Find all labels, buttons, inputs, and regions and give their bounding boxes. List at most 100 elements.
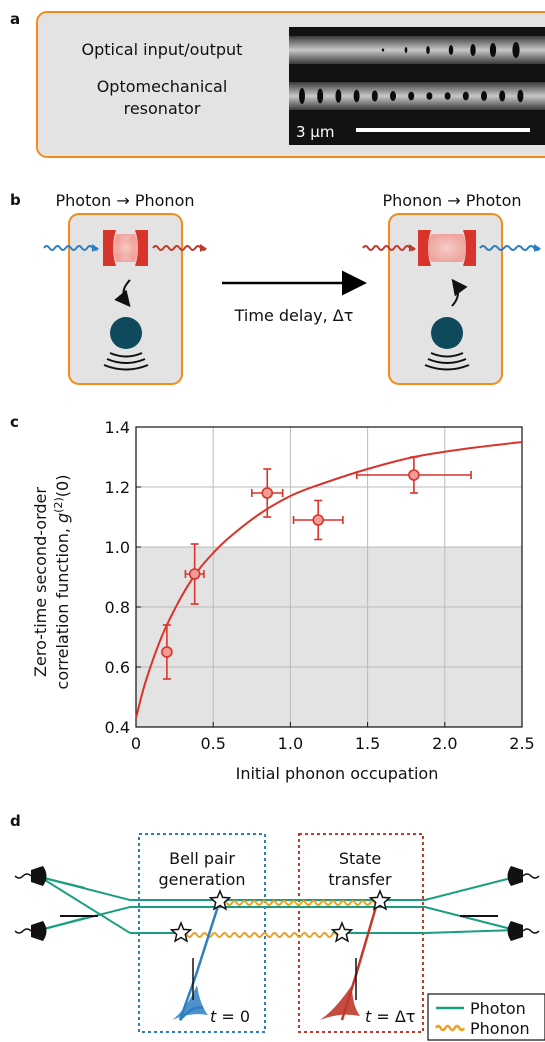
waveguide-hole [470, 44, 476, 56]
resonator-hole [335, 89, 342, 103]
data-point [355, 456, 472, 494]
chart: 0 0.5 1.0 1.5 2.0 2.5 0.4 0.6 0.8 1.0 1.2 1.4 Init… [31, 418, 535, 783]
resonator-label-2: resonator [124, 99, 201, 118]
y-tick-label: 1.2 [105, 478, 130, 497]
svg-text:Zero-time second-order: Zero-time second-order [31, 487, 50, 677]
phonon-photon-in-right-head [409, 244, 415, 252]
resonator-hole [353, 89, 360, 103]
data-points [161, 456, 472, 680]
detector-wires [14, 873, 540, 934]
legend: Photon Phonon [427, 993, 545, 1041]
optical-io-label: Optical input/output [82, 40, 243, 59]
data-marker [261, 487, 274, 499]
data-point [184, 543, 205, 605]
resonator-hole [371, 90, 378, 102]
photon-out-left-head [200, 244, 206, 252]
phonon-mode-left [110, 317, 142, 349]
data-point [251, 468, 284, 518]
panel-d-label: d [10, 812, 21, 830]
resonator-hole [517, 89, 524, 103]
waveguide-hole [512, 42, 520, 58]
state-transfer-label-1: State [339, 849, 381, 868]
panel-d-diagram: Bell pair generation State transfer [14, 833, 545, 1041]
resonator-hole [426, 92, 433, 100]
phonon-line-bottom [181, 932, 343, 938]
x-tick-label: 2.5 [509, 734, 534, 753]
waveguide-hole [404, 47, 408, 53]
legend-phonon-label: Phonon [470, 1019, 530, 1038]
resonator-hole [462, 91, 469, 101]
time-delta-label: t = Δτ [365, 1007, 415, 1026]
data-marker [312, 514, 324, 526]
model-curve [135, 441, 523, 719]
sem-image [289, 27, 545, 145]
y-axis-label-line2: correlation function, g(2)(0) [52, 475, 72, 690]
red-pump-source [320, 985, 360, 1020]
legend-photon-label: Photon [470, 999, 526, 1018]
waveguide-hole [381, 48, 385, 52]
photon-out-right-head [534, 244, 540, 252]
y-tick-label: 1.4 [105, 418, 130, 437]
shaded-region [136, 547, 522, 727]
photon-out-left [152, 245, 207, 251]
y-axis-label: Zero-time second-order correlation funct… [31, 475, 72, 690]
y-tick-label: 0.6 [105, 658, 130, 677]
photon-lines [39, 876, 516, 934]
phonon-to-photon-title: Phonon → Photon [382, 191, 521, 210]
data-marker [188, 568, 201, 580]
bell-pair-label-2: generation [158, 870, 245, 889]
panel-a-box: Optical input/output Optomechanical reso… [36, 11, 545, 158]
resonator-hole [317, 88, 324, 104]
photon-in-left-head [92, 244, 98, 252]
state-transfer-label-2: transfer [328, 870, 392, 889]
data-marker [408, 469, 420, 481]
blue-pump-source [172, 985, 208, 1020]
waveguide-hole [426, 46, 430, 54]
resonator-hole [481, 91, 487, 101]
device-right [388, 213, 503, 385]
phonon-mode-right [431, 317, 463, 349]
resonator-hole [499, 90, 506, 102]
legend-phonon-swatch [434, 1024, 466, 1032]
photon-wiggles [43, 244, 541, 252]
panel-b-label: b [10, 191, 21, 209]
y-tick-label: 1.0 [105, 538, 130, 557]
panel-c-label: c [10, 413, 19, 431]
detectors [31, 866, 523, 941]
x-tick-labels: 0 0.5 1.0 1.5 2.0 2.5 [131, 734, 535, 753]
ticks [135, 426, 523, 728]
photon-to-phonon-title: Photon → Phonon [55, 191, 194, 210]
device-left [68, 213, 183, 385]
phonon-line-top [221, 900, 381, 906]
resonator-hole [390, 91, 396, 101]
resonator-label-1: Optomechanical [97, 77, 228, 96]
grid [136, 427, 522, 727]
y-tick-labels: 0.4 0.6 0.8 1.0 1.2 1.4 [105, 418, 130, 737]
panel-a-label: a [10, 10, 20, 28]
x-tick-label: 2.0 [432, 734, 457, 753]
waveguide-hole [489, 43, 497, 57]
photon-in-left [43, 245, 99, 251]
time-delay-label: Time delay, Δτ [234, 306, 354, 325]
plot-frame [135, 426, 523, 728]
photon-out-right [479, 245, 541, 251]
data-marker [161, 646, 173, 658]
data-point [292, 499, 344, 541]
y-tick-label: 0.4 [105, 718, 130, 737]
x-tick-label: 1.0 [278, 734, 303, 753]
data-point [161, 624, 173, 680]
x-tick-label: 0.5 [200, 734, 225, 753]
resonator-hole [444, 92, 451, 100]
y-tick-label: 0.8 [105, 598, 130, 617]
x-tick-label: 0 [131, 734, 141, 753]
x-axis-label: Initial phonon occupation [236, 764, 439, 783]
stars [169, 889, 392, 943]
bell-pair-label-1: Bell pair [169, 849, 235, 868]
time-zero-label: t = 0 [210, 1007, 250, 1026]
scale-bar-label: 3 μm [296, 123, 334, 141]
resonator-hole [299, 88, 305, 104]
x-tick-label: 1.5 [355, 734, 380, 753]
phonon-photon-in-right [362, 245, 416, 251]
resonator-hole [408, 91, 415, 101]
